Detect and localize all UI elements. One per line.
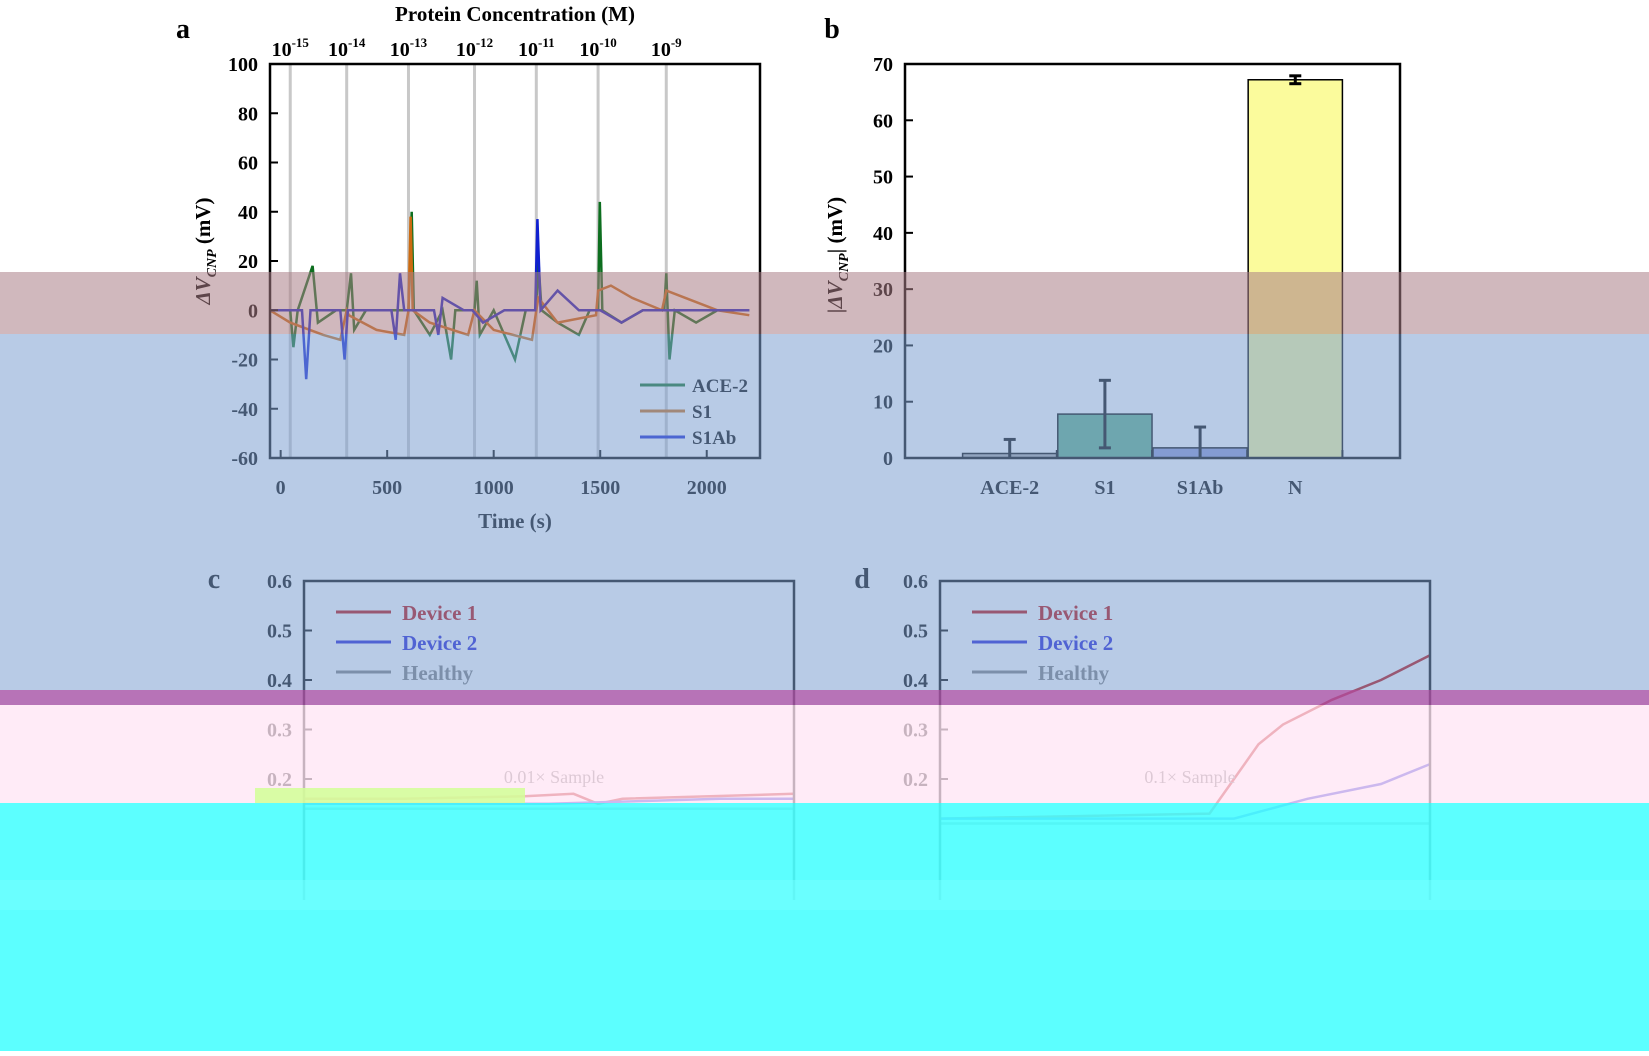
y-tick-label: 0.4 <box>267 670 292 692</box>
y-axis-label: |ΔVCNP| (mV) <box>823 197 852 313</box>
legend-label-healthy: Healthy <box>1038 661 1110 685</box>
concentration-label: 10-12 <box>456 35 493 61</box>
concentration-label: 10-11 <box>518 35 555 61</box>
y-tick-label: 20 <box>873 335 893 357</box>
panel-label-d: d <box>854 564 870 595</box>
y-tick-label: 0.2 <box>267 769 292 791</box>
y-tick-label: 0.2 <box>903 769 928 791</box>
series-line-s1ab <box>270 219 750 380</box>
legend-label-healthy: Healthy <box>402 661 474 685</box>
concentration-label: 10-15 <box>272 35 310 61</box>
y-tick-label: 20 <box>238 251 258 273</box>
y-tick-label: 0.6 <box>267 571 292 593</box>
y-tick-label: 0 <box>883 448 893 470</box>
series-line-device-1 <box>939 654 1431 820</box>
y-tick-label: 0.5 <box>903 621 928 643</box>
concentration-label: 10-14 <box>328 35 366 61</box>
concentration-label: 10-10 <box>579 35 616 61</box>
y-tick-label: 70 <box>873 54 893 76</box>
y-tick-label: 60 <box>238 153 258 175</box>
y-tick-label: 0.3 <box>903 720 928 742</box>
panel-label-b: b <box>824 14 840 45</box>
legend-label-ace-2: ACE-2 <box>692 376 748 397</box>
panel-b: ACE-2 S1 S1Ab N 0 10 20 30 40 50 60 70 |ΔVCNP| (mV) <box>823 54 1402 499</box>
panel-label-c: c <box>208 564 220 595</box>
y-tick-label: 30 <box>873 279 893 301</box>
y-tick-label: 0 <box>248 300 258 322</box>
y-tick-label: 0.3 <box>267 720 292 742</box>
legend-label-device-1: Device 1 <box>402 601 477 625</box>
y-tick-label: 100 <box>228 54 258 76</box>
x-tick-label: 0 <box>276 477 286 499</box>
plot-frame <box>938 579 1432 900</box>
panel-d: 0.6 0.5 0.4 0.3 0.2 Device 1 Device 2 Healthy 0.… <box>903 571 1432 900</box>
y-tick-label: 80 <box>238 103 258 125</box>
x-tick-label: 1500 <box>580 477 620 499</box>
y-tick-label: 0.6 <box>903 571 928 593</box>
y-tick-label: 40 <box>873 223 893 245</box>
panel-c: 0.6 0.5 0.4 0.3 0.2 Device 1 Device 2 Healthy 0.… <box>267 571 796 900</box>
x-tick-label: 500 <box>372 477 402 499</box>
x-tick-label: ACE-2 <box>980 477 1039 499</box>
legend-label-device-2: Device 2 <box>1038 631 1113 655</box>
legend-label-s1: S1 <box>692 402 712 423</box>
legend-label-device-1: Device 1 <box>1038 601 1113 625</box>
x-tick-label: N <box>1288 477 1303 499</box>
y-tick-label: 60 <box>873 110 893 132</box>
y-tick-label: 0.5 <box>267 621 292 643</box>
y-tick-label: 50 <box>873 167 893 189</box>
x-axis-label: Time (s) <box>478 509 552 533</box>
concentration-label: 10-13 <box>390 35 428 61</box>
panel-a: 10-15 10-14 10-13 10-12 10-11 10-10 10-9 Protei… <box>191 2 762 533</box>
concentration-label: 10-9 <box>651 35 682 61</box>
x-tick-label: 2000 <box>687 477 727 499</box>
x-tick-label: 1000 <box>474 477 514 499</box>
bar-n <box>1247 79 1344 459</box>
plot-frame <box>268 62 762 460</box>
plot-frame <box>302 579 796 900</box>
legend-label-s1ab: S1Ab <box>692 428 736 449</box>
y-axis-label: ΔVCNP (mV) <box>191 197 220 305</box>
legend-label-device-2: Device 2 <box>402 631 477 655</box>
x-tick-label: S1Ab <box>1177 477 1224 499</box>
y-tick-label: -40 <box>231 399 258 421</box>
panel-label-a: a <box>176 14 190 45</box>
sample-annotation: 0.1× Sample <box>1144 767 1235 787</box>
y-tick-label: 0.4 <box>903 670 928 692</box>
top-axis-label: Protein Concentration (M) <box>395 2 635 26</box>
y-tick-label: 40 <box>238 202 258 224</box>
x-tick-label: S1 <box>1094 477 1115 499</box>
sample-annotation: 0.01× Sample <box>504 767 604 787</box>
y-tick-label: -20 <box>231 350 258 372</box>
y-tick-label: 10 <box>873 392 893 414</box>
y-tick-label: -60 <box>231 448 258 470</box>
